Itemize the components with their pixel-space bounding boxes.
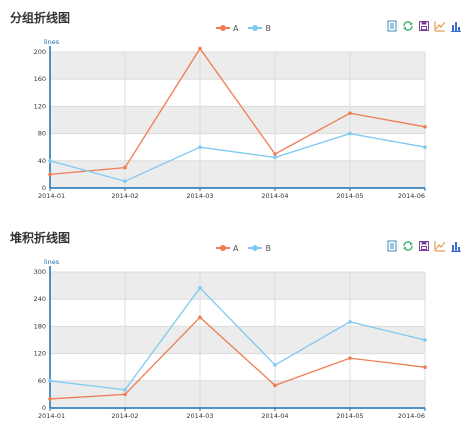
y-tick-label: 180 [34, 322, 46, 330]
data-point-a [198, 315, 202, 320]
bar-chart-icon[interactable] [450, 20, 462, 32]
data-point-b [123, 179, 127, 183]
line-chart-icon[interactable] [434, 240, 446, 252]
stacked-line-chart: lines 0 60 120 180 240 300 2014-01 2014-02 2014-0… [34, 258, 427, 420]
grid-band [50, 380, 425, 408]
grouped-line-panel: 分组折线图 A B lines 0 40 80 120 160 200 2014-01 2014… [10, 11, 462, 200]
y-tick-label: 120 [34, 350, 46, 358]
legend-swatch-a [216, 24, 230, 32]
y-tick-label: 160 [34, 75, 46, 83]
bar-chart-icon[interactable] [450, 240, 462, 252]
data-point-a [123, 392, 127, 397]
legend-label: B [265, 23, 271, 33]
x-tick-label: 2014-02 [111, 192, 138, 200]
data-point-b [48, 379, 52, 383]
y-axis-unit: lines [44, 38, 60, 46]
y-tick-label: 120 [34, 102, 46, 110]
grid-band [50, 326, 425, 354]
panel-title: 堆积折线图 [10, 231, 71, 245]
refresh-icon[interactable] [402, 240, 414, 252]
x-tick-label: 2014-01 [38, 412, 65, 420]
data-point-b [273, 155, 277, 160]
grid-band [50, 160, 425, 188]
refresh-icon[interactable] [402, 20, 414, 32]
data-point-b [198, 145, 202, 149]
x-tick-label: 2014-01 [38, 192, 65, 200]
data-view-icon[interactable] [386, 20, 398, 32]
data-point-a [348, 111, 352, 115]
data-point-b [273, 363, 277, 367]
y-tick-label: 200 [34, 48, 46, 56]
legend-swatch-b [248, 244, 263, 252]
legend-label: A [233, 23, 239, 33]
data-point-b [123, 388, 127, 392]
legend-item-b[interactable]: B [248, 24, 271, 33]
save-image-icon[interactable] [418, 20, 430, 32]
x-tick-label: 2014-06 [398, 412, 425, 420]
grid-band [50, 272, 425, 300]
y-tick-label: 0 [42, 184, 46, 192]
line-chart-icon[interactable] [434, 20, 446, 32]
data-point-a [423, 125, 427, 129]
y-tick-label: 40 [38, 157, 46, 165]
x-tick-label: 2014-04 [261, 412, 288, 420]
data-point-a [273, 383, 277, 388]
x-tick-label: 2014-04 [261, 192, 288, 200]
x-tick-label: 2014-02 [111, 412, 138, 420]
grouped-line-chart: lines 0 40 80 120 160 200 2014-01 2014-02 2014-03… [34, 38, 427, 200]
y-tick-label: 80 [38, 130, 46, 138]
panel-title: 分组折线图 [10, 11, 71, 25]
legend-item-a[interactable]: A [216, 24, 238, 33]
toolbox [386, 240, 462, 252]
toolbox [386, 20, 462, 32]
y-tick-label: 300 [34, 268, 46, 276]
data-point-a [423, 365, 427, 369]
legend-swatch-b [248, 24, 263, 32]
legend-label: A [233, 243, 239, 253]
x-tick-label: 2014-05 [336, 412, 363, 420]
y-tick-label: 60 [38, 377, 46, 385]
legend: A B [216, 242, 271, 254]
data-point-b [48, 159, 52, 163]
stacked-line-panel: 堆积折线图 A B lines 0 60 120 180 240 300 2014-01 201… [0, 220, 474, 440]
legend-swatch-a [216, 244, 230, 252]
data-point-a [123, 165, 127, 170]
x-tick-label: 2014-06 [398, 192, 425, 200]
y-axis-unit: lines [44, 258, 60, 266]
x-tick-label: 2014-03 [186, 412, 213, 420]
data-point-a [198, 46, 202, 51]
data-point-b [423, 145, 427, 149]
series-line-b [49, 132, 426, 182]
data-view-icon[interactable] [386, 240, 398, 252]
data-point-a [348, 356, 352, 360]
series-line-a [49, 47, 426, 176]
y-tick-label: 240 [34, 295, 46, 303]
data-point-b [423, 338, 427, 342]
data-point-a [48, 397, 52, 401]
series-line-b [49, 286, 426, 391]
data-point-b [348, 131, 352, 136]
save-image-icon[interactable] [418, 240, 430, 252]
legend-item-a[interactable]: A [216, 244, 238, 253]
legend: A B [216, 22, 271, 34]
data-point-a [273, 152, 277, 156]
grid-band [50, 106, 425, 134]
legend-label: B [265, 243, 271, 253]
series-line-a [49, 316, 426, 400]
x-tick-label: 2014-05 [336, 192, 363, 200]
data-point-b [198, 286, 202, 290]
legend-item-b[interactable]: B [248, 244, 271, 253]
data-point-a [48, 172, 52, 177]
data-point-b [348, 320, 352, 324]
y-tick-label: 0 [42, 404, 46, 412]
x-tick-label: 2014-03 [186, 192, 213, 200]
grid-band [50, 52, 425, 80]
